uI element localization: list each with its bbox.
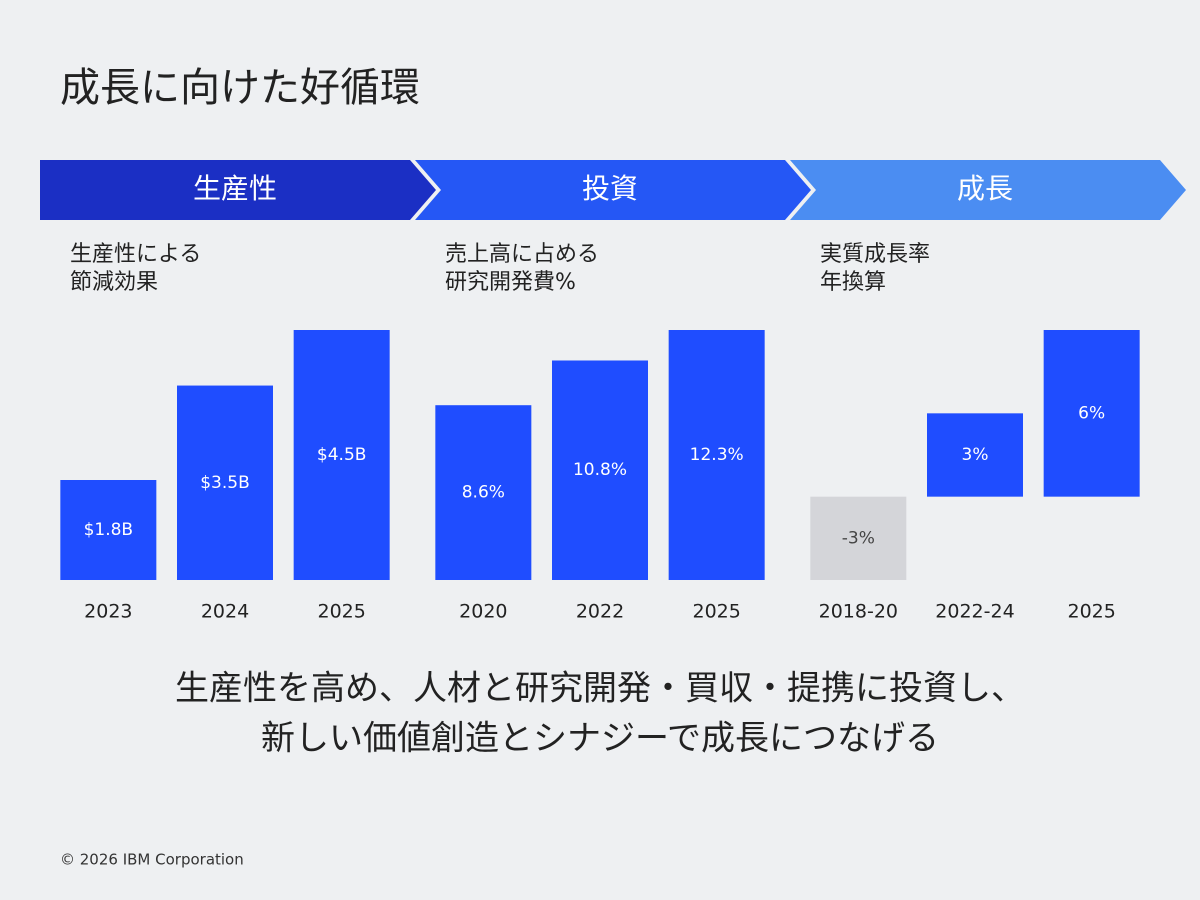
- value-label: $4.5B: [317, 445, 367, 465]
- x-tick-label: 2022: [576, 601, 624, 623]
- chart-subtitle: 年換算: [820, 270, 886, 295]
- chart-subtitle: 売上高に占める: [445, 242, 599, 267]
- message-line: 生産性を高め、人材と研究開発・買収・提携に投資し、: [175, 669, 1025, 709]
- copyright: © 2026 IBM Corporation: [60, 851, 244, 869]
- chart-subtitle: 節減効果: [70, 270, 158, 295]
- stage-arrow: [40, 160, 436, 220]
- bar: [177, 385, 273, 580]
- value-label: $1.8B: [84, 520, 134, 540]
- bar: [810, 496, 907, 580]
- value-label: 6%: [1078, 403, 1105, 423]
- x-tick-label: 2022-24: [935, 601, 1014, 623]
- bar: [927, 413, 1023, 497]
- message-line: 新しい価値創造とシナジーで成長につなげる: [261, 719, 939, 759]
- chart-subtitle: 実質成長率: [820, 242, 930, 267]
- value-label: 10.8%: [573, 460, 627, 480]
- stage-label: 生産性: [193, 172, 277, 205]
- bar: [1043, 330, 1140, 497]
- x-tick-label: 2023: [84, 601, 132, 623]
- value-label: 3%: [962, 445, 989, 465]
- x-tick-label: 2025: [317, 601, 365, 623]
- x-tick-label: 2024: [201, 601, 249, 623]
- value-label: -3%: [842, 528, 875, 548]
- stage-label: 投資: [582, 172, 638, 205]
- x-tick-label: 2025: [692, 601, 740, 623]
- x-tick-label: 2018-20: [819, 601, 898, 623]
- x-tick-label: 2020: [459, 601, 507, 623]
- value-label: 8.6%: [462, 483, 505, 503]
- value-label: $3.5B: [200, 473, 250, 493]
- bar: [552, 360, 648, 580]
- value-label: 12.3%: [690, 445, 744, 465]
- stage-arrow: [790, 160, 1186, 220]
- x-tick-label: 2025: [1067, 601, 1115, 623]
- bar: [293, 330, 390, 580]
- stage-label: 成長: [957, 172, 1013, 205]
- slide-title: 成長に向けた好循環: [60, 65, 420, 111]
- bar: [668, 330, 765, 580]
- chart-subtitle: 研究開発費%: [445, 270, 576, 295]
- bar: [60, 480, 157, 580]
- stage-arrow: [415, 160, 811, 220]
- chart-subtitle: 生産性による: [70, 242, 201, 267]
- bar: [435, 405, 532, 580]
